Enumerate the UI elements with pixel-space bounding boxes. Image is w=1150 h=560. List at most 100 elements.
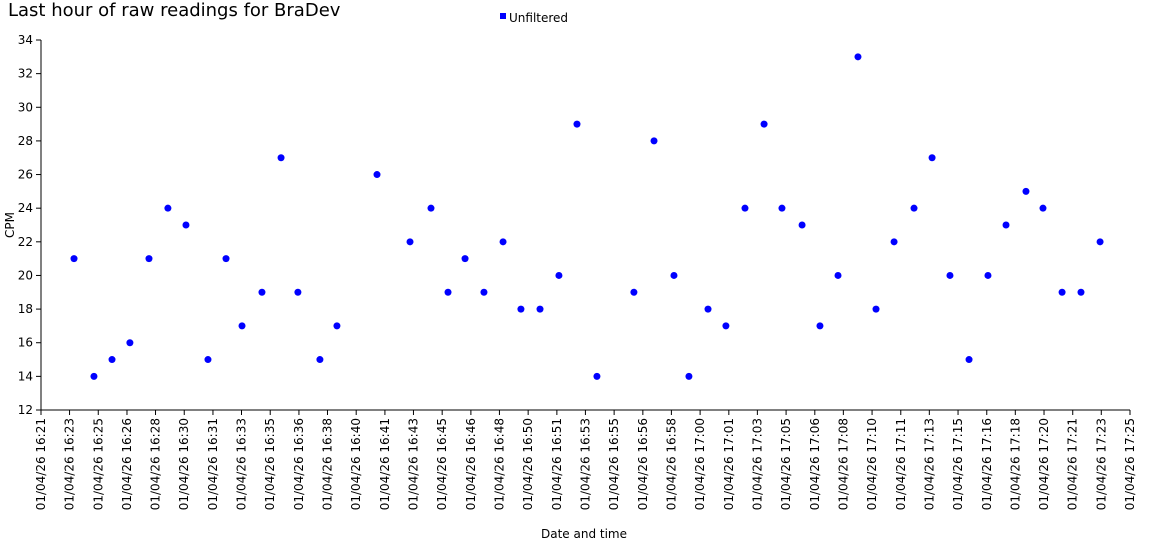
data-point xyxy=(258,288,266,296)
data-point xyxy=(1022,187,1030,195)
data-point xyxy=(670,271,678,279)
data-point xyxy=(854,53,862,61)
y-tick-label: 32 xyxy=(18,67,33,81)
x-tick-label: 01/04/26 16:40 xyxy=(349,418,363,510)
y-tick-label: 16 xyxy=(18,336,33,350)
data-point xyxy=(741,204,749,212)
x-tick-label: 01/04/26 16:45 xyxy=(435,418,449,510)
x-tick-label: 01/04/26 17:18 xyxy=(1008,418,1022,510)
data-point xyxy=(517,305,525,313)
data-point xyxy=(1096,238,1104,246)
y-tick-label: 12 xyxy=(18,403,33,417)
x-tick-label: 01/04/26 17:10 xyxy=(865,418,879,510)
data-point xyxy=(294,288,302,296)
data-point xyxy=(965,356,973,364)
y-tick-label: 28 xyxy=(18,134,33,148)
data-point xyxy=(872,305,880,313)
x-tick-label: 01/04/26 16:41 xyxy=(378,418,392,510)
x-tick-label: 01/04/26 16:31 xyxy=(206,418,220,510)
y-tick-label: 14 xyxy=(18,369,33,383)
data-point xyxy=(1077,288,1085,296)
data-point xyxy=(461,255,469,263)
data-point xyxy=(946,271,954,279)
y-tick-label: 18 xyxy=(18,302,33,316)
legend-marker xyxy=(500,13,506,19)
data-point xyxy=(760,120,768,128)
data-point xyxy=(70,255,78,263)
x-tick-label: 01/04/26 16:35 xyxy=(263,418,277,510)
x-tick-label: 01/04/26 17:16 xyxy=(980,418,994,510)
x-tick-label: 01/04/26 16:56 xyxy=(636,418,650,510)
x-tick-label: 01/04/26 17:11 xyxy=(894,418,908,510)
data-point xyxy=(704,305,712,313)
x-tick-label: 01/04/26 16:23 xyxy=(63,418,77,510)
x-tick-label: 01/04/26 17:06 xyxy=(808,418,822,510)
x-tick-label: 01/04/26 16:43 xyxy=(406,418,420,510)
data-point xyxy=(834,271,842,279)
data-point xyxy=(1058,288,1066,296)
data-point xyxy=(108,356,116,364)
data-point xyxy=(277,154,285,162)
data-point xyxy=(480,288,488,296)
y-tick-label: 24 xyxy=(18,201,33,215)
chart-title: Last hour of raw readings for BraDev xyxy=(8,0,341,21)
data-point xyxy=(798,221,806,229)
y-tick-label: 20 xyxy=(18,268,33,282)
data-point xyxy=(984,271,992,279)
x-tick-label: 01/04/26 16:36 xyxy=(292,418,306,510)
data-point xyxy=(593,372,601,380)
x-tick-label: 01/04/26 16:55 xyxy=(607,418,621,510)
x-axis-title: Date and time xyxy=(541,527,627,541)
data-point xyxy=(928,154,936,162)
data-point xyxy=(1002,221,1010,229)
x-tick-label: 01/04/26 17:15 xyxy=(951,418,965,510)
data-point xyxy=(816,322,824,330)
x-tick-label: 01/04/26 16:28 xyxy=(149,418,163,510)
y-tick-label: 30 xyxy=(18,100,33,114)
data-point xyxy=(316,356,324,364)
data-point xyxy=(1039,204,1047,212)
data-point xyxy=(685,372,693,380)
x-tick-label: 01/04/26 17:13 xyxy=(922,418,936,510)
data-point xyxy=(90,372,98,380)
y-tick-label: 34 xyxy=(18,33,33,47)
x-tick-label: 01/04/26 17:03 xyxy=(750,418,764,510)
y-axis-title: CPM xyxy=(3,212,17,238)
data-point xyxy=(373,171,381,179)
x-tick-label: 01/04/26 16:48 xyxy=(492,418,506,510)
x-tick-label: 01/04/26 16:26 xyxy=(120,418,134,510)
data-point xyxy=(406,238,414,246)
legend-label: Unfiltered xyxy=(509,11,568,25)
x-tick-label: 01/04/26 16:53 xyxy=(578,418,592,510)
data-point xyxy=(222,255,230,263)
x-tick-label: 01/04/26 17:20 xyxy=(1037,418,1051,510)
data-point xyxy=(164,204,172,212)
y-tick-label: 26 xyxy=(18,168,33,182)
data-point xyxy=(126,339,134,347)
x-tick-label: 01/04/26 16:46 xyxy=(464,418,478,510)
x-tick-label: 01/04/26 17:23 xyxy=(1094,418,1108,510)
data-point xyxy=(890,238,898,246)
data-point xyxy=(427,204,435,212)
x-tick-label: 01/04/26 16:21 xyxy=(34,418,48,510)
data-point xyxy=(499,238,507,246)
y-tick-label: 22 xyxy=(18,235,33,249)
x-tick-label: 01/04/26 16:50 xyxy=(521,418,535,510)
x-tick-label: 01/04/26 16:38 xyxy=(320,418,334,510)
data-point xyxy=(650,137,658,145)
data-point xyxy=(145,255,153,263)
x-tick-label: 01/04/26 17:05 xyxy=(779,418,793,510)
x-tick-label: 01/04/26 16:33 xyxy=(235,418,249,510)
x-tick-label: 01/04/26 16:51 xyxy=(550,418,564,510)
x-tick-label: 01/04/26 16:25 xyxy=(91,418,105,510)
data-point xyxy=(573,120,581,128)
data-point xyxy=(778,204,786,212)
data-point xyxy=(182,221,190,229)
data-point xyxy=(238,322,246,330)
data-point xyxy=(555,271,563,279)
x-tick-label: 01/04/26 17:08 xyxy=(836,418,850,510)
data-point xyxy=(722,322,730,330)
x-tick-label: 01/04/26 16:30 xyxy=(177,418,191,510)
data-point xyxy=(910,204,918,212)
